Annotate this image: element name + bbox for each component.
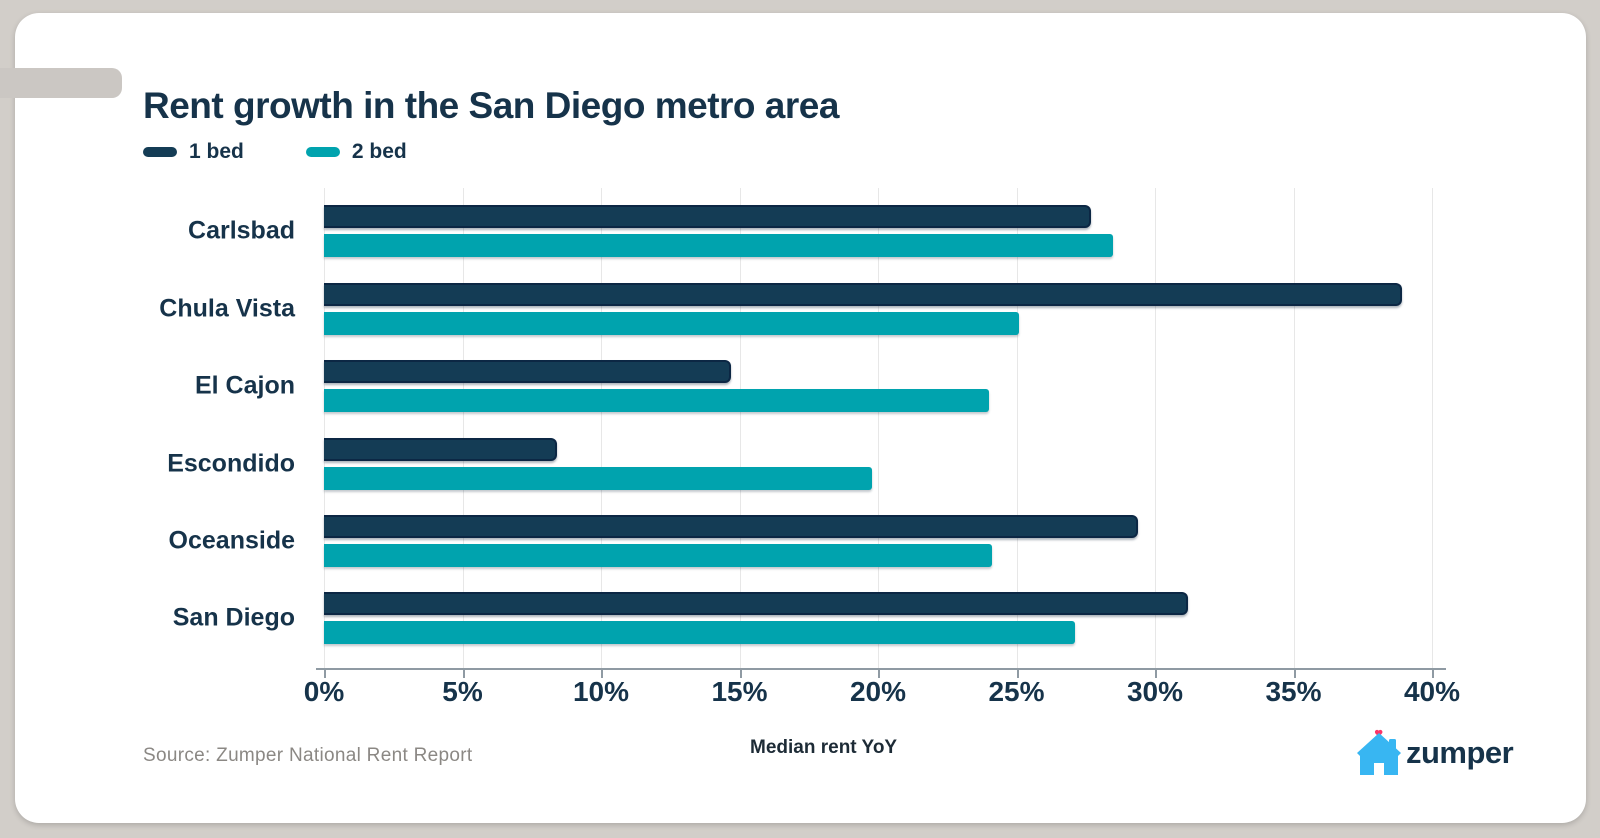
bar-Oceanside-1-bed (324, 515, 1139, 538)
gridline-35 (1293, 188, 1295, 669)
x-tick-label-15%: 15% (711, 676, 768, 707)
bar-Carlsbad-2-bed (324, 234, 1114, 258)
source-attribution: Source: Zumper National Rent Report (143, 745, 473, 766)
x-tick-10% (601, 670, 603, 678)
category-label-El-Cajon: El Cajon (194, 371, 295, 400)
legend-item-2-bed: 2 bed (305, 140, 407, 164)
gridline-30 (1155, 188, 1156, 669)
x-tick-25% (1016, 670, 1019, 678)
x-tick-0% (324, 670, 326, 678)
chart-card (15, 13, 1586, 823)
bar-Carlsbad-1-bed (324, 205, 1092, 229)
x-tick-40% (1432, 670, 1434, 678)
gridline-40 (1432, 188, 1433, 669)
legend-item-1-bed: 1 bed (143, 140, 244, 164)
gridline-25 (1016, 188, 1018, 669)
x-tick-label-35%: 35% (1265, 676, 1322, 707)
brand-logo: zumper (1356, 729, 1514, 777)
legend-swatch (305, 147, 340, 157)
zumper-house-icon (1356, 729, 1402, 777)
x-tick-5% (462, 670, 465, 678)
bar-El-Cajon-1-bed (324, 360, 732, 384)
gridline-5 (462, 188, 464, 669)
legend-swatch (143, 147, 177, 157)
bar-Oceanside-2-bed (324, 544, 992, 567)
bar-Chula-Vista-1-bed (324, 282, 1402, 306)
x-tick-label-5%: 5% (442, 676, 483, 707)
x-tick-label-30%: 30% (1126, 676, 1184, 707)
bar-San-Diego-2-bed (324, 621, 1075, 645)
bar-Escondido-1-bed (324, 437, 557, 461)
x-tick-label-20%: 20% (849, 676, 907, 707)
legend-label: 1 bed (189, 140, 244, 163)
x-axis-line (316, 668, 1446, 670)
x-tick-15% (739, 670, 742, 678)
legend-label: 2 bed (351, 140, 407, 163)
gridline-20 (878, 188, 879, 669)
bar-Escondido-2-bed (324, 466, 873, 490)
category-label-Escondido: Escondido (167, 449, 295, 478)
x-tick-label-10%: 10% (572, 676, 630, 707)
x-axis-title: Median rent YoY (750, 737, 898, 758)
gridline-0 (324, 188, 325, 669)
gridline-10 (601, 188, 602, 669)
legend: 1 bed 2 bed (143, 140, 407, 164)
brand-name: zumper (1406, 735, 1514, 770)
x-tick-label-40%: 40% (1403, 676, 1461, 707)
gridline-15 (739, 188, 741, 669)
bar-chart-plot-area (324, 188, 1433, 669)
x-tick-label-25%: 25% (988, 676, 1045, 707)
page-title: Rent growth in the San Diego metro area (143, 84, 839, 126)
x-tick-35% (1293, 670, 1296, 678)
bar-El-Cajon-2-bed (324, 389, 989, 413)
bar-San-Diego-1-bed (324, 592, 1189, 616)
category-label-Oceanside: Oceanside (168, 526, 295, 555)
x-tick-30% (1155, 670, 1157, 678)
bar-Chula-Vista-2-bed (324, 311, 1020, 335)
x-tick-20% (878, 670, 880, 678)
category-label-San-Diego: San Diego (172, 603, 295, 632)
x-tick-label-0%: 0% (303, 676, 345, 707)
category-label-Chula-Vista: Chula Vista (159, 294, 295, 323)
category-label-Carlsbad: Carlsbad (188, 216, 295, 245)
side-tab-decoration (0, 68, 122, 98)
